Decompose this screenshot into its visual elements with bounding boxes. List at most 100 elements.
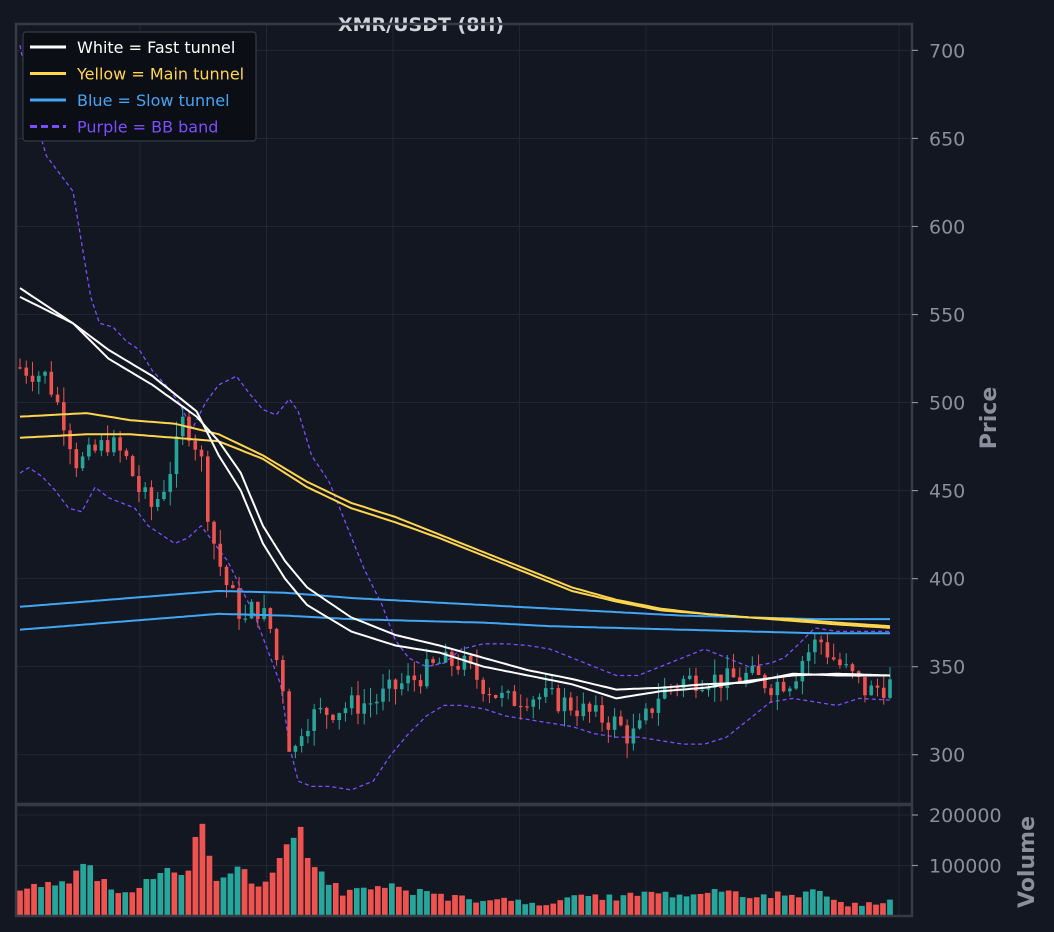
candle-body: [55, 394, 60, 403]
volume-bar: [227, 872, 234, 917]
candle-body: [631, 728, 636, 744]
candle-body: [74, 449, 79, 469]
volume-bar: [325, 884, 333, 917]
candle-body: [475, 663, 479, 680]
volume-bar: [732, 890, 739, 917]
volume-bar: [388, 882, 396, 917]
volume-bar: [353, 887, 361, 917]
price-panel[interactable]: 300 350 400 450 500 550 600 650 700 Price: [14, 22, 1002, 806]
candle-body: [425, 659, 429, 687]
candle-body: [869, 685, 874, 696]
volume-bar: [381, 887, 389, 917]
volume-bar: [128, 891, 136, 917]
candle-body: [231, 585, 235, 589]
volume-bar: [549, 903, 557, 917]
candle-body: [662, 686, 667, 699]
volume-bar: [206, 855, 213, 917]
candle-body: [130, 456, 135, 477]
volume-bar: [535, 904, 543, 917]
candle-body: [143, 487, 147, 492]
bb-lower-line: [19, 466, 891, 791]
volume-bar: [178, 874, 185, 917]
volume-bar: [65, 882, 73, 917]
volume-bar: [514, 899, 522, 917]
candle-body: [450, 651, 454, 666]
candle-body: [374, 701, 379, 704]
candle-body: [813, 639, 817, 653]
volume-bar: [58, 880, 66, 917]
candle-body: [844, 664, 848, 666]
volume-bar: [395, 886, 403, 917]
volume-bar: [655, 892, 662, 917]
legend: White = Fast tunnel Yellow = Main tunnel B…: [22, 31, 257, 142]
volume-bar: [37, 886, 45, 917]
legend-entry: White = Fast tunnel: [77, 38, 235, 57]
volume-bar: [423, 890, 431, 917]
candle-body: [324, 707, 329, 715]
candle-body: [80, 456, 85, 469]
volume-panel[interactable]: 100000 200000 Volume: [14, 803, 1040, 918]
candle-body: [581, 703, 586, 717]
candle-body: [737, 677, 742, 683]
candle-body: [775, 681, 780, 696]
volume-bar: [865, 901, 873, 917]
volume-bar: [451, 894, 459, 917]
volume-bar: [591, 893, 599, 917]
volume-bar: [507, 900, 515, 917]
volume-bar: [374, 885, 382, 917]
volume-bar: [788, 894, 796, 917]
volume-bar: [879, 902, 887, 917]
volume-bar: [683, 895, 690, 917]
candle-body: [750, 665, 755, 673]
price-tick-label: 700: [929, 40, 965, 62]
volume-bar: [844, 905, 852, 917]
candle-body: [331, 714, 335, 721]
volume-bar: [634, 895, 641, 917]
candle-body: [293, 745, 298, 752]
volume-bar: [107, 888, 115, 917]
candle-body: [62, 402, 66, 431]
candle-body: [356, 695, 360, 714]
candle-body: [87, 444, 91, 457]
volume-bar: [690, 893, 697, 917]
volume-bar: [192, 836, 199, 917]
candle-body: [224, 566, 229, 586]
fast-tunnel-line-1: [19, 296, 890, 691]
price-tick-label: 550: [929, 305, 965, 327]
candle-body: [431, 659, 435, 663]
price-tick-label: 650: [929, 128, 965, 150]
fast-tunnel-line-0: [19, 287, 891, 700]
volume-bar: [802, 891, 810, 917]
volume-bar: [51, 884, 59, 917]
volume-bar: [234, 866, 241, 917]
candle-body: [393, 679, 398, 690]
volume-bar: [556, 899, 564, 917]
candle-body: [306, 730, 310, 737]
volume-bar: [156, 872, 164, 917]
volume-bar: [30, 883, 38, 917]
volume-bar: [185, 870, 192, 917]
volume-bar: [297, 826, 304, 917]
candle-body: [349, 695, 354, 709]
volume-bar: [739, 896, 747, 917]
price-axis-label: Price: [977, 387, 1002, 449]
volume-bar: [627, 892, 634, 917]
volume-bar: [171, 872, 178, 917]
volume-bar: [872, 904, 880, 917]
candle-body: [644, 708, 648, 721]
bb-upper-line: [19, 44, 890, 677]
volume-bar: [760, 893, 768, 917]
candle-body: [68, 430, 72, 450]
volume-bar: [437, 893, 445, 917]
volume-bar: [199, 823, 206, 917]
candle-body: [493, 694, 498, 698]
volume-bar: [332, 882, 340, 917]
candle-body: [105, 440, 110, 453]
candle-body: [500, 692, 504, 698]
candle-body: [118, 437, 122, 451]
candle-body: [24, 367, 29, 376]
volume-bar: [725, 890, 732, 917]
candle-body: [744, 672, 748, 683]
legend-entry: Yellow = Main tunnel: [76, 65, 244, 84]
